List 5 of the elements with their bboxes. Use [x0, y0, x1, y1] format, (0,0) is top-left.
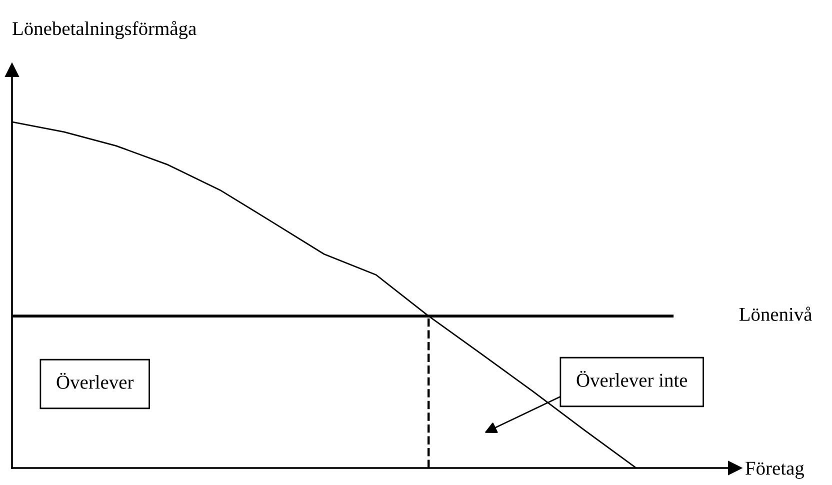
- annotation: Överlever inte: [576, 370, 688, 387]
- annotation: Överlever: [56, 372, 134, 389]
- x-axis-title: Företag: [746, 462, 804, 479]
- y-axis-title: Lönebetalningsförmåga: [12, 20, 196, 40]
- ref-line-label: Lönenivå: [739, 306, 812, 321]
